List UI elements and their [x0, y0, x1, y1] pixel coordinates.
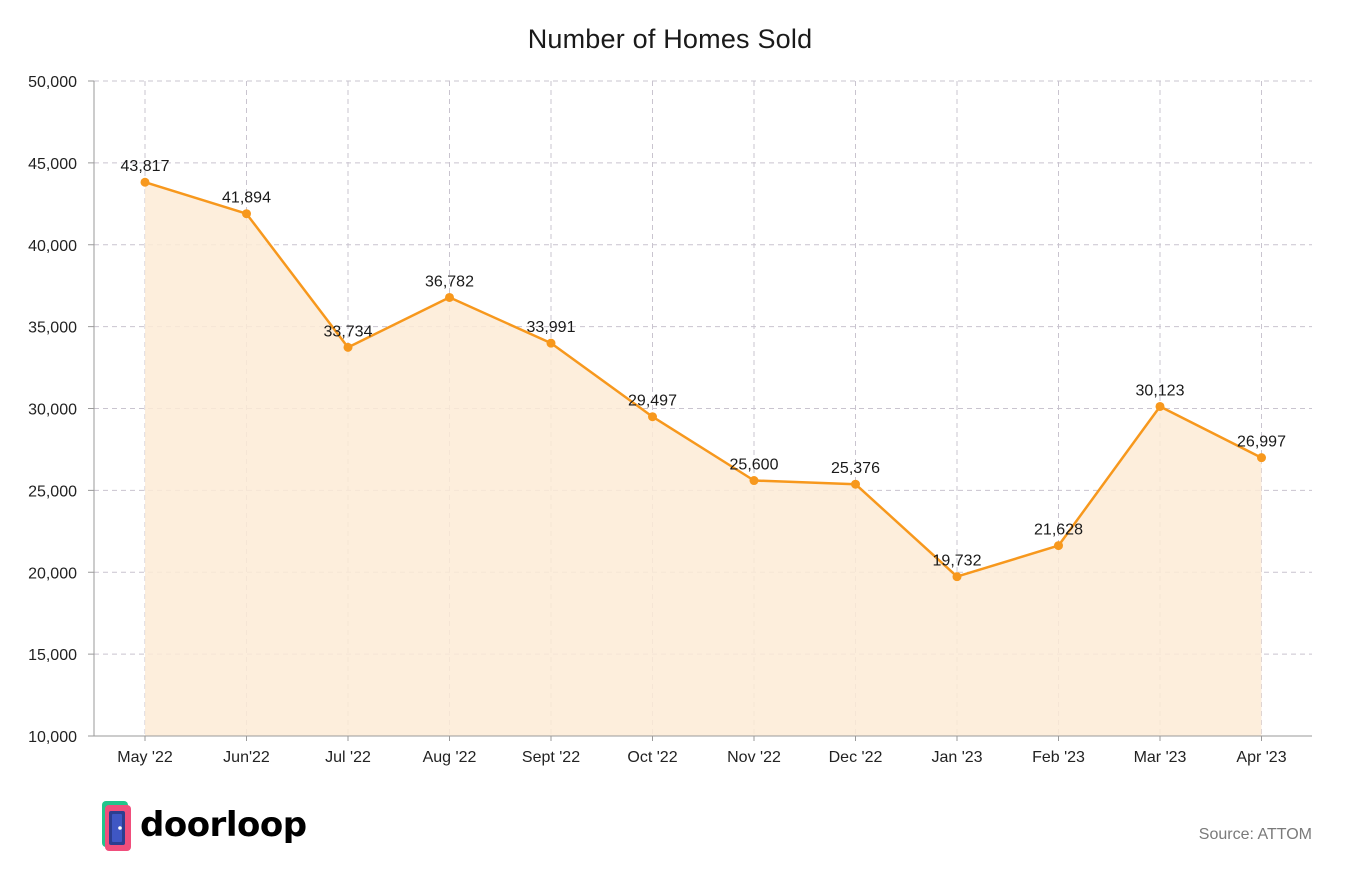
data-label: 33,991 [527, 319, 576, 336]
y-tick-label: 15,000 [28, 647, 77, 664]
data-label: 19,732 [933, 553, 982, 570]
x-tick-label: Jan '23 [931, 749, 982, 766]
data-point [1155, 401, 1165, 411]
area-fill [145, 182, 1262, 736]
data-point [851, 479, 860, 489]
data-label: 36,782 [425, 273, 474, 290]
source-note: Source: ATTOM [1198, 826, 1312, 843]
y-tick-label: 30,000 [28, 402, 77, 419]
data-point [749, 476, 759, 486]
data-label: 30,123 [1136, 382, 1185, 399]
y-tick-label: 45,000 [28, 156, 77, 173]
x-tick-label: Jun'22 [223, 749, 270, 766]
data-label: 25,376 [831, 460, 880, 477]
x-tick-label: Apr '23 [1236, 749, 1286, 766]
data-label: 25,600 [730, 457, 779, 474]
data-point [546, 338, 556, 348]
data-point [343, 342, 353, 352]
series-line [144, 181, 1263, 578]
x-tick-label: Jul '22 [325, 749, 371, 766]
x-tick-label: Nov '22 [727, 749, 781, 766]
x-tick-label: Sept '22 [522, 749, 580, 766]
x-tick-label: Aug '22 [423, 749, 477, 766]
y-tick-label: 50,000 [28, 74, 77, 91]
data-label: 26,997 [1237, 434, 1286, 451]
x-tick-label: Feb '23 [1032, 749, 1085, 766]
data-point [1257, 453, 1266, 463]
y-tick-label: 20,000 [28, 565, 77, 582]
y-tick-label: 35,000 [28, 320, 77, 337]
y-tick-label: 25,000 [28, 483, 77, 500]
data-label: 33,734 [324, 323, 373, 340]
data-label: 41,894 [222, 190, 271, 207]
y-tick-label: 10,000 [28, 729, 77, 746]
logo-text: doorloop [140, 805, 307, 845]
x-tick-label: Dec '22 [829, 749, 883, 766]
data-point [140, 177, 150, 187]
data-point [242, 209, 251, 219]
doorloop-logo: doorloop [100, 797, 307, 853]
y-tick-label: 40,000 [28, 238, 77, 255]
door-icon [102, 801, 131, 851]
data-label: 43,817 [121, 158, 170, 175]
x-tick-label: May '22 [117, 749, 173, 766]
data-label: 21,628 [1034, 522, 1083, 539]
chart-title: Number of Homes Sold [527, 24, 813, 54]
data-label: 29,497 [628, 393, 677, 410]
x-tick-label: Oct '22 [627, 749, 677, 766]
x-tick-label: Mar '23 [1134, 749, 1187, 766]
data-point [952, 572, 962, 582]
data-point [445, 292, 454, 302]
data-point [648, 412, 657, 422]
data-point [1054, 541, 1063, 551]
